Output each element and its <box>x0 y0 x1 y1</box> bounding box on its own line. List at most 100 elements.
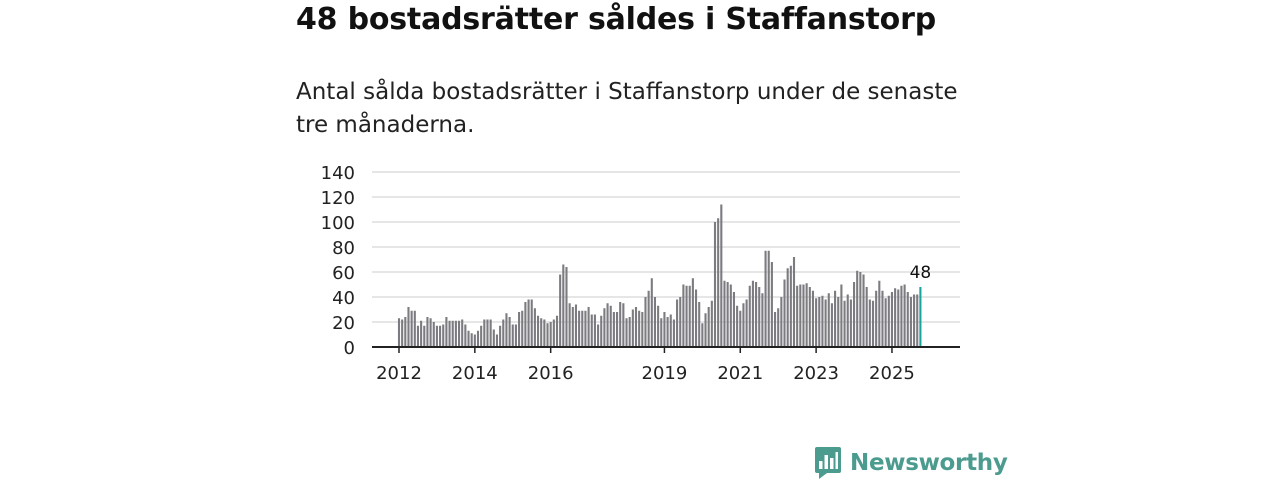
bar <box>470 333 473 347</box>
bar <box>476 330 480 347</box>
bar-latest <box>919 287 922 347</box>
x-axis-labels: 2012 2014 2016 2019 2021 2023 2025 <box>376 363 915 384</box>
bar <box>688 285 691 347</box>
bar <box>571 307 574 347</box>
bar <box>856 270 859 347</box>
y-tick-label: 140 <box>321 163 355 184</box>
bar <box>587 307 590 347</box>
x-tick-label: 2012 <box>376 363 422 384</box>
bar <box>852 282 856 347</box>
bar <box>755 282 758 347</box>
bar <box>720 204 723 347</box>
bar <box>783 279 786 347</box>
bar <box>606 303 609 347</box>
bar <box>631 309 634 347</box>
bar <box>811 290 815 347</box>
bar <box>865 287 868 347</box>
bar <box>657 305 660 347</box>
bar <box>736 305 739 347</box>
bar <box>887 295 890 347</box>
bar <box>710 300 713 347</box>
bar <box>767 250 770 347</box>
bar <box>761 293 764 347</box>
bar <box>641 312 644 347</box>
bar <box>701 323 704 347</box>
bar <box>900 285 903 347</box>
bar <box>650 278 653 347</box>
bar <box>666 317 669 347</box>
bar <box>540 318 543 347</box>
bar <box>663 312 666 347</box>
bar <box>679 297 682 347</box>
y-tick-label: 60 <box>332 263 355 284</box>
bar <box>634 307 638 347</box>
bar <box>906 292 909 347</box>
bar <box>514 324 517 347</box>
bar <box>789 265 792 347</box>
y-tick-label: 0 <box>344 338 355 359</box>
bar <box>815 298 818 347</box>
bar <box>511 324 514 347</box>
bar <box>521 310 524 347</box>
bar <box>859 272 862 347</box>
bar <box>780 297 783 347</box>
bar <box>536 315 540 347</box>
bar <box>527 299 530 347</box>
bar <box>480 325 483 347</box>
bar <box>568 303 571 347</box>
bar <box>609 305 612 347</box>
bar <box>903 284 906 347</box>
bar <box>473 334 476 347</box>
bar <box>492 329 495 347</box>
bar <box>457 320 461 347</box>
bar <box>445 317 448 347</box>
bar <box>871 300 875 347</box>
bar <box>821 295 824 347</box>
bar <box>846 294 849 347</box>
bar <box>881 290 884 347</box>
bar <box>647 290 650 347</box>
bar <box>565 267 568 347</box>
bar <box>467 330 470 347</box>
bar <box>426 317 429 347</box>
chart-title: 48 bostadsrätter såldes i Staffanstorp <box>296 2 936 37</box>
y-tick-label: 120 <box>321 188 355 209</box>
x-tick-label: 2019 <box>642 363 688 384</box>
bar <box>691 278 694 347</box>
bar <box>574 304 578 347</box>
bar <box>868 299 871 347</box>
bar <box>713 222 717 347</box>
bar <box>530 299 533 347</box>
bar <box>495 334 499 347</box>
bar <box>590 314 593 347</box>
bar <box>584 310 587 347</box>
bar <box>748 285 751 347</box>
last-value-label: 48 <box>910 263 932 283</box>
bar <box>410 310 413 347</box>
bar <box>615 312 619 347</box>
bar <box>745 299 748 347</box>
bar <box>723 280 726 347</box>
bar <box>578 310 581 347</box>
bar <box>834 290 837 347</box>
bar <box>660 318 663 347</box>
bar <box>717 218 720 347</box>
bar <box>559 274 562 347</box>
bar <box>849 299 852 347</box>
bar <box>808 287 811 347</box>
bar <box>439 325 442 347</box>
bar <box>593 314 596 347</box>
bar <box>796 285 799 347</box>
bar <box>401 319 404 347</box>
x-tick-label: 2021 <box>717 363 763 384</box>
bar <box>805 283 808 347</box>
bar <box>454 320 457 347</box>
chart-subtitle: Antal sålda bostadsrätter i Staffanstorp… <box>296 79 958 138</box>
bar <box>890 292 894 347</box>
bar <box>397 318 401 347</box>
bar <box>824 299 827 347</box>
bar <box>638 310 641 347</box>
bar <box>786 268 789 347</box>
bar <box>413 310 416 347</box>
bar <box>407 307 410 347</box>
